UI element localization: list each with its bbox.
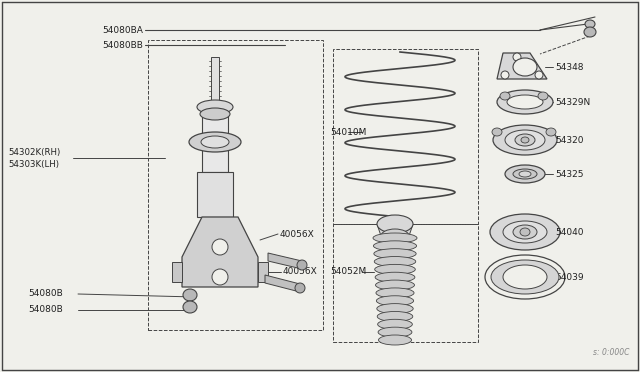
Ellipse shape	[200, 108, 230, 120]
Polygon shape	[258, 262, 268, 282]
Ellipse shape	[377, 215, 413, 233]
Ellipse shape	[183, 289, 197, 301]
Ellipse shape	[381, 229, 409, 243]
Ellipse shape	[501, 71, 509, 79]
Ellipse shape	[546, 128, 556, 136]
Polygon shape	[172, 262, 182, 282]
Bar	[333, 224, 478, 342]
Text: 54080BB: 54080BB	[102, 41, 143, 49]
Text: 54348: 54348	[555, 62, 584, 71]
Text: 54080BA: 54080BA	[102, 26, 143, 35]
Ellipse shape	[503, 221, 547, 243]
Ellipse shape	[212, 239, 228, 255]
Bar	[148, 40, 323, 330]
Ellipse shape	[378, 319, 412, 329]
Ellipse shape	[507, 95, 543, 109]
Ellipse shape	[377, 304, 413, 314]
Bar	[333, 49, 478, 224]
Ellipse shape	[377, 311, 413, 321]
Ellipse shape	[513, 169, 537, 179]
Ellipse shape	[183, 301, 197, 313]
Text: 54302K(RH): 54302K(RH)	[8, 148, 60, 157]
Ellipse shape	[497, 90, 553, 114]
Text: s: 0:000C: s: 0:000C	[593, 348, 630, 357]
Ellipse shape	[189, 132, 241, 152]
Text: 54325: 54325	[555, 170, 584, 179]
Ellipse shape	[492, 128, 502, 136]
Ellipse shape	[513, 225, 537, 239]
Ellipse shape	[376, 296, 413, 306]
Ellipse shape	[513, 58, 537, 76]
Polygon shape	[197, 172, 233, 217]
Ellipse shape	[505, 130, 545, 150]
Ellipse shape	[584, 27, 596, 37]
Ellipse shape	[490, 214, 560, 250]
Ellipse shape	[493, 125, 557, 155]
Ellipse shape	[505, 165, 545, 183]
Ellipse shape	[297, 260, 307, 270]
Text: 54080B: 54080B	[28, 305, 63, 314]
Polygon shape	[497, 53, 547, 79]
Ellipse shape	[585, 20, 595, 28]
Text: 54039: 54039	[555, 273, 584, 282]
Ellipse shape	[373, 233, 417, 243]
Ellipse shape	[513, 53, 521, 61]
Ellipse shape	[295, 283, 305, 293]
Ellipse shape	[535, 71, 543, 79]
Ellipse shape	[374, 264, 415, 275]
Ellipse shape	[373, 241, 417, 251]
Ellipse shape	[519, 171, 531, 177]
Ellipse shape	[374, 257, 416, 267]
Ellipse shape	[197, 100, 233, 114]
Text: 54320: 54320	[555, 135, 584, 144]
Ellipse shape	[374, 249, 416, 259]
Ellipse shape	[491, 260, 559, 294]
Polygon shape	[211, 57, 219, 102]
Polygon shape	[265, 275, 300, 292]
Text: 54303K(LH): 54303K(LH)	[8, 160, 59, 169]
Ellipse shape	[521, 137, 529, 143]
Text: 54040: 54040	[555, 228, 584, 237]
Ellipse shape	[378, 327, 412, 337]
Ellipse shape	[515, 134, 535, 146]
Polygon shape	[182, 217, 258, 287]
Ellipse shape	[376, 280, 415, 290]
Text: 54080B: 54080B	[28, 289, 63, 298]
Text: 40056X: 40056X	[280, 230, 315, 238]
Text: 54010M: 54010M	[330, 128, 366, 137]
Polygon shape	[268, 253, 302, 269]
Ellipse shape	[378, 335, 412, 345]
Text: 54052M: 54052M	[330, 267, 366, 276]
Ellipse shape	[538, 92, 548, 100]
Ellipse shape	[503, 265, 547, 289]
Text: 54329N: 54329N	[555, 97, 590, 106]
Ellipse shape	[485, 255, 565, 299]
Ellipse shape	[500, 92, 510, 100]
Ellipse shape	[201, 136, 229, 148]
Ellipse shape	[376, 288, 414, 298]
Ellipse shape	[375, 272, 415, 282]
Text: 40056X: 40056X	[283, 267, 317, 276]
Ellipse shape	[520, 228, 530, 236]
Polygon shape	[377, 224, 413, 236]
Polygon shape	[202, 107, 228, 172]
Ellipse shape	[212, 269, 228, 285]
